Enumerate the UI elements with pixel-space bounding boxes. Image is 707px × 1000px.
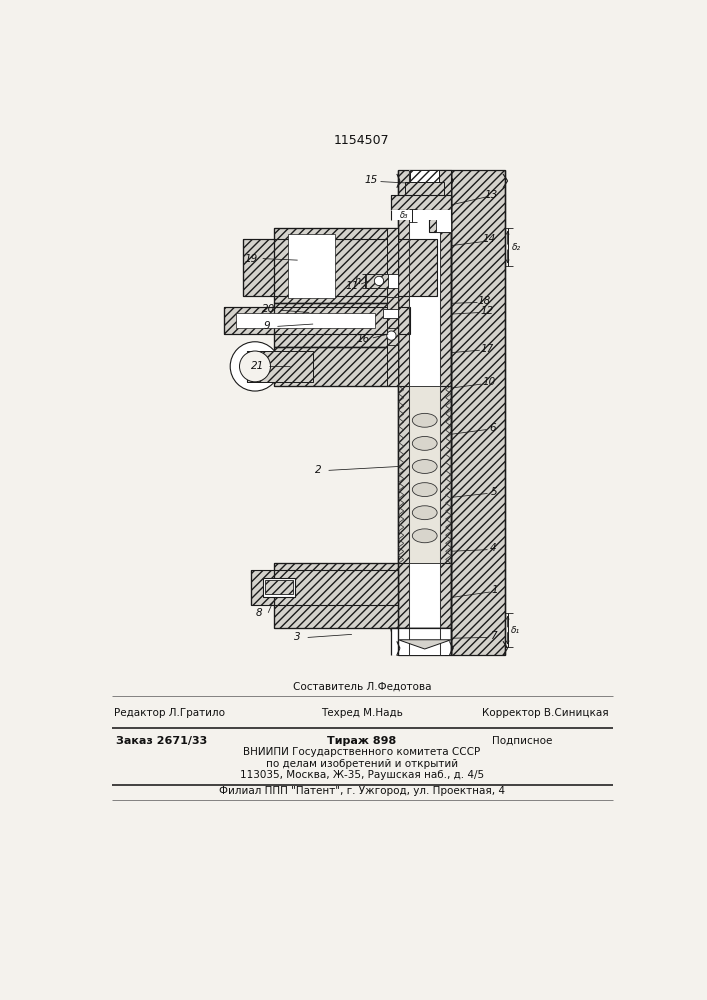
Text: ВНИИПИ Государственного комитета СССР: ВНИИПИ Государственного комитета СССР [243,747,481,757]
Text: 2: 2 [315,465,322,475]
Text: 19: 19 [245,254,258,264]
Text: Филиал ППП "Патент", г. Ужгород, ул. Проектная, 4: Филиал ППП "Патент", г. Ужгород, ул. Про… [219,786,505,796]
Text: 9: 9 [263,321,270,331]
Bar [263,578,296,597]
Text: 21: 21 [251,361,264,371]
Bar [387,328,398,345]
Bar [451,170,506,655]
Text: 4: 4 [490,543,496,553]
Text: 20: 20 [262,304,276,314]
Text: 15: 15 [365,175,378,185]
Bar [410,170,440,184]
Text: δ₃: δ₃ [400,211,409,220]
Text: 5: 5 [491,487,497,497]
Ellipse shape [412,460,437,473]
Ellipse shape [412,413,437,427]
Text: δ₁: δ₁ [511,626,520,635]
Text: Составитель Л.Федотова: Составитель Л.Федотова [293,682,431,692]
Circle shape [387,331,396,340]
Text: 3: 3 [294,632,301,642]
Bar [274,303,398,347]
Bar [391,210,451,220]
Text: Тираж 898: Тираж 898 [327,736,397,746]
Text: δ₂: δ₂ [512,243,521,252]
Bar [368,274,398,288]
Text: 113035, Москва, Ж-35, Раушская наб., д. 4/5: 113035, Москва, Ж-35, Раушская наб., д. … [240,770,484,780]
Text: 1: 1 [492,585,498,595]
Bar [235,312,375,328]
Circle shape [240,351,271,382]
Text: 14: 14 [482,234,496,244]
Text: 11: 11 [345,281,358,291]
Bar [436,212,451,232]
Bar [288,234,335,298]
Bar [247,351,313,382]
Bar [366,274,387,288]
Ellipse shape [412,436,437,450]
Ellipse shape [412,529,437,543]
Bar [265,580,293,594]
Text: 7: 7 [491,631,497,641]
Text: Заказ 2671/33: Заказ 2671/33 [117,736,208,746]
Bar [391,228,398,386]
Text: Техред М.Надь: Техред М.Надь [321,708,403,718]
Bar [405,182,444,196]
Text: Корректор В.Синицкая: Корректор В.Синицкая [482,708,609,718]
Bar [383,309,398,318]
Bar [398,170,451,655]
Bar [409,386,440,563]
Polygon shape [391,628,451,655]
Text: 16: 16 [357,334,370,344]
Ellipse shape [412,506,437,520]
Polygon shape [398,640,451,649]
Text: Подписное: Подписное [492,736,553,746]
Bar [274,563,398,628]
Text: 1154507: 1154507 [334,134,390,147]
Text: 10: 10 [482,377,496,387]
Text: 18: 18 [478,296,491,306]
Bar [398,386,451,563]
Text: 8: 8 [255,608,262,618]
Text: 6: 6 [490,423,496,433]
Bar [391,195,451,210]
Text: 17: 17 [480,344,493,354]
Text: 13: 13 [485,190,498,200]
Bar [387,228,398,386]
Bar [274,228,398,303]
Bar [274,347,398,386]
Bar [429,170,451,232]
Text: 12: 12 [480,306,493,316]
Bar [387,297,398,312]
Circle shape [374,276,384,286]
Text: по делам изобретений и открытий: по делам изобретений и открытий [266,759,458,769]
Bar [409,170,440,655]
Text: h: h [355,276,361,286]
Circle shape [230,342,280,391]
Bar [243,239,437,296]
Bar [251,570,398,605]
Bar [224,307,410,334]
Ellipse shape [412,483,437,497]
Bar [391,628,451,655]
Text: Редактор Л.Гратило: Редактор Л.Гратило [115,708,226,718]
